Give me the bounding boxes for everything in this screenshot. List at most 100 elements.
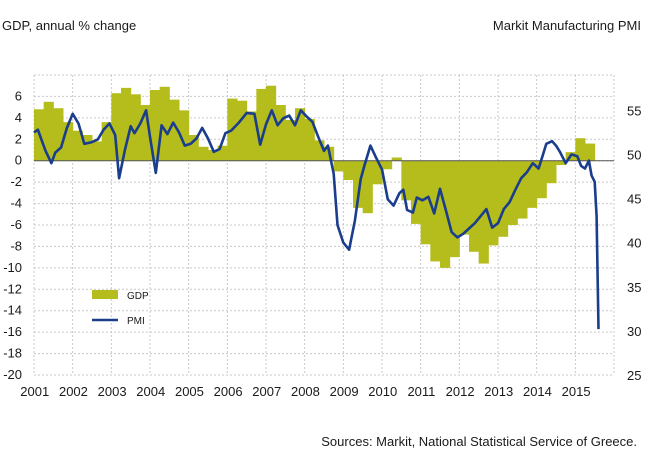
left-tick-label: -16: [3, 324, 22, 339]
gdp-bar: [498, 160, 509, 237]
gdp-bar: [585, 143, 596, 161]
gdp-bar: [53, 108, 64, 161]
left-tick-label: -4: [10, 196, 22, 211]
right-tick-label: 35: [627, 280, 641, 295]
gdp-bar: [343, 160, 354, 180]
left-tick-label: 4: [15, 110, 22, 125]
left-axis-title: GDP, annual % change: [2, 18, 137, 33]
left-tick-label: 2: [15, 131, 22, 146]
gdp-bar: [43, 101, 54, 161]
pmi-line-layer: [33, 109, 600, 330]
gdp-bar: [391, 157, 402, 161]
gdp-bar: [449, 160, 460, 258]
gdp-bar: [488, 160, 499, 246]
gdp-bar: [150, 90, 161, 161]
x-tick-label: 2012: [446, 384, 475, 399]
source-note: Sources: Markit, National Statistical Se…: [321, 434, 637, 449]
left-tick-label: 6: [15, 88, 22, 103]
gdp-bar: [63, 122, 74, 161]
right-tick-label: 55: [627, 103, 641, 118]
gdp-bar: [256, 88, 267, 161]
gdp-bar: [353, 160, 364, 208]
legend-pmi-label: PMI: [127, 316, 145, 327]
x-tick-label: 2001: [20, 384, 49, 399]
gdp-bar: [92, 141, 103, 161]
right-axis-ticks: 55 50 45 40 35 30 25: [627, 103, 641, 383]
left-tick-label: -20: [3, 367, 22, 382]
gdp-bar: [459, 160, 470, 235]
left-axis-ticks: 6 4 2 0 -2 -4 -6 -8 -10 -12 -14 -16 -18 -20: [3, 88, 22, 382]
gdp-bar: [382, 160, 393, 170]
legend-gdp-swatch: [92, 290, 118, 299]
gdp-bar: [169, 99, 180, 161]
x-tick-label: 2003: [98, 384, 127, 399]
gdp-bar: [575, 138, 586, 161]
gdp-bar: [246, 111, 257, 161]
gdp-bar: [401, 160, 412, 201]
gdp-bar: [130, 94, 141, 161]
gdp-bar: [179, 110, 190, 161]
left-tick-label: -6: [10, 217, 22, 232]
right-tick-label: 45: [627, 192, 641, 207]
gdp-bar: [111, 93, 122, 161]
pmi-line: [33, 109, 600, 330]
gdp-bar: [121, 87, 132, 161]
gdp-bar: [372, 160, 383, 185]
gdp-bar: [556, 160, 567, 165]
gdp-bar: [469, 160, 480, 252]
gdp-bar: [333, 160, 344, 172]
x-tick-label: 2014: [523, 384, 552, 399]
right-tick-label: 40: [627, 236, 641, 251]
gdp-bar: [159, 86, 170, 161]
x-tick-label: 2002: [59, 384, 88, 399]
x-tick-label: 2006: [214, 384, 243, 399]
right-tick-label: 50: [627, 147, 641, 162]
x-tick-label: 2013: [484, 384, 513, 399]
left-tick-label: -8: [10, 238, 22, 253]
x-axis-ticks: 2001 2002 2003 2004 2005 2006 2007 2008 2009 2010…: [20, 384, 590, 399]
right-tick-label: 30: [627, 324, 641, 339]
x-tick-label: 2010: [368, 384, 397, 399]
gdp-bar: [314, 140, 325, 161]
gdp-bar: [411, 160, 422, 224]
gdp-bar: [362, 160, 373, 214]
gdp-bar: [101, 122, 112, 161]
left-tick-label: -12: [3, 281, 22, 296]
left-tick-label: 0: [15, 153, 22, 168]
gdp-bar: [304, 118, 315, 161]
x-tick-label: 2009: [330, 384, 359, 399]
gdp-bar: [266, 85, 277, 161]
legend-gdp-label: GDP: [127, 291, 149, 302]
gdp-bar: [82, 135, 93, 161]
left-tick-label: -10: [3, 260, 22, 275]
x-tick-label: 2011: [407, 384, 435, 399]
gdp-bar: [208, 150, 219, 161]
gdp-bar: [275, 105, 286, 161]
gdp-bar: [527, 160, 538, 208]
right-tick-label: 25: [627, 368, 641, 383]
x-tick-label: 2008: [291, 384, 320, 399]
gdp-bar: [285, 120, 296, 161]
left-tick-label: -14: [3, 303, 22, 318]
x-tick-label: 2015: [562, 384, 591, 399]
x-tick-label: 2004: [136, 384, 165, 399]
x-tick-label: 2007: [252, 384, 281, 399]
x-tick-label: 2005: [175, 384, 204, 399]
left-tick-label: -18: [3, 346, 22, 361]
gdp-bar: [546, 160, 557, 184]
right-axis-title: Markit Manufacturing PMI: [492, 18, 641, 33]
gdp-bar: [188, 135, 199, 161]
gdp-bar: [517, 160, 528, 219]
gdp-bar: [198, 146, 209, 161]
left-tick-label: -2: [10, 174, 22, 189]
gdp-bar: [536, 160, 547, 199]
gdp-bar: [140, 105, 151, 161]
gdp-bar: [72, 130, 83, 161]
gdp-bar: [237, 100, 248, 161]
legend: GDP PMI: [92, 290, 149, 327]
gdp-bar: [420, 160, 431, 245]
gdp-bar: [440, 160, 451, 268]
gdp-bar: [295, 108, 306, 161]
gdp-bar: [217, 145, 228, 161]
